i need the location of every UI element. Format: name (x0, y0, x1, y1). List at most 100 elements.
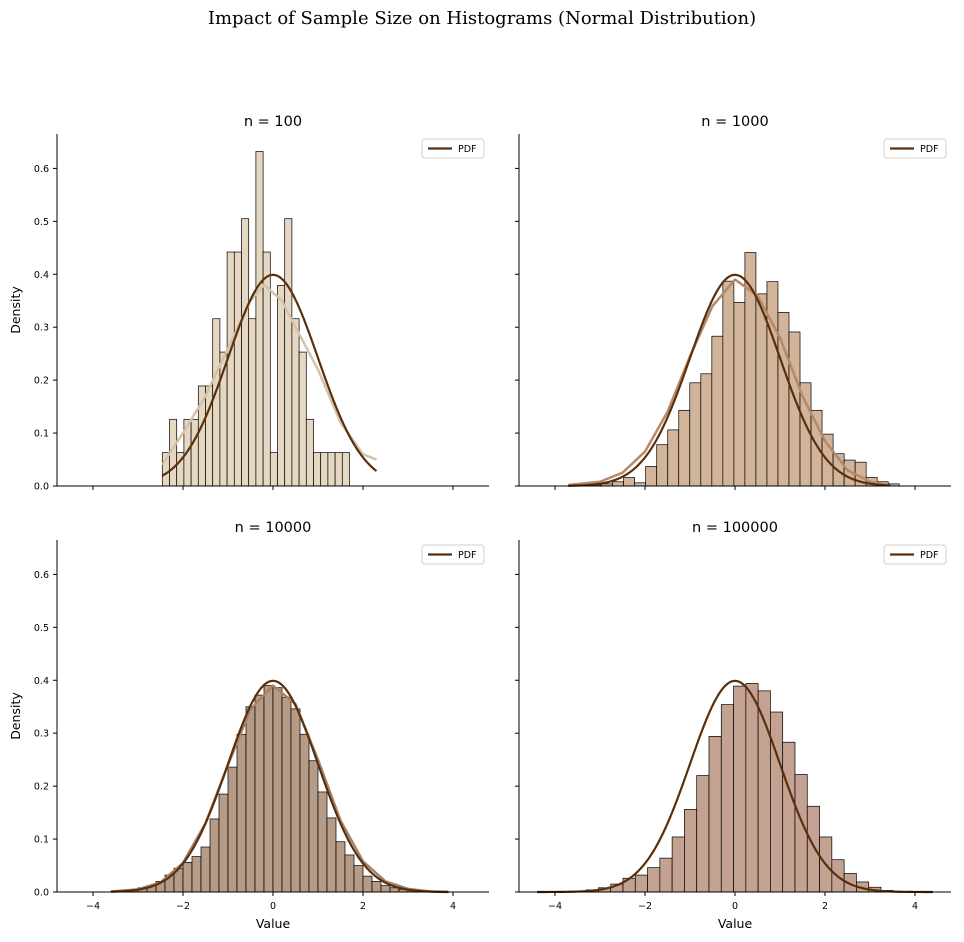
y-axis-label: Density (8, 692, 23, 740)
histogram-bar (284, 218, 293, 487)
histogram-bar (684, 809, 698, 893)
histogram-bar (380, 885, 391, 893)
subplot-title: n = 1000 (701, 114, 768, 130)
histogram-bar (233, 251, 242, 487)
x-tick-label: 4 (912, 901, 918, 912)
histogram-bar (269, 452, 278, 487)
legend: PDF (883, 544, 947, 565)
histogram-bar (745, 683, 759, 893)
histogram-bar (700, 373, 713, 487)
y-tick-label: 0.2 (34, 782, 49, 793)
histogram-bar (290, 708, 301, 893)
histogram-bar (212, 318, 221, 487)
y-axis-label: Density (8, 286, 23, 334)
histogram-bar (313, 452, 322, 487)
y-tick-label: 0.6 (34, 570, 49, 581)
histogram-bar (305, 418, 314, 487)
histogram-bar (634, 874, 648, 893)
histogram-bar (209, 818, 220, 893)
histogram-bar (272, 687, 283, 893)
histogram-bar (708, 736, 722, 893)
kde-curve (568, 278, 889, 487)
y-tick-label: 0.6 (34, 164, 49, 175)
histogram-bar (291, 318, 300, 487)
y-tick-label: 0.3 (34, 323, 49, 334)
histogram-bar (200, 846, 211, 893)
histogram-bar (344, 854, 355, 893)
histogram-bar (678, 409, 691, 487)
histogram-bar (766, 281, 779, 487)
histogram-bar (227, 766, 238, 893)
histogram-bar (299, 733, 310, 893)
subplot-title: n = 100 (244, 114, 302, 130)
y-tick-label: 0.4 (34, 270, 49, 281)
legend-box (421, 138, 485, 159)
y-tick-label: 0.0 (34, 888, 49, 899)
histogram-bar (226, 251, 235, 487)
histogram-bar (623, 477, 635, 487)
kde-curve (110, 684, 449, 894)
legend-label: PDF (458, 144, 477, 155)
histogram-bar (308, 760, 319, 893)
histogram-bar (755, 293, 768, 487)
subplot-title: n = 10000 (235, 520, 312, 536)
y-tick-label: 0.4 (34, 676, 49, 687)
histogram-bar (782, 741, 796, 893)
figure-suptitle: Impact of Sample Size on Histograms (Nor… (208, 8, 756, 29)
histogram-bar (733, 685, 747, 893)
histogram-bar (245, 706, 256, 893)
pdf-curve (536, 679, 934, 894)
histogram-bar (362, 875, 373, 893)
legend: PDF (883, 138, 947, 159)
pdf-curve (110, 679, 449, 893)
histogram-bar (236, 733, 247, 893)
legend-box (883, 544, 947, 565)
histogram-bar (255, 151, 264, 487)
legend-label: PDF (920, 144, 939, 155)
y-tick-label: 0.2 (34, 376, 49, 387)
histogram-bar (277, 285, 286, 487)
histogram-bar (334, 452, 343, 487)
histogram-bar (671, 836, 685, 893)
histogram-bar (794, 774, 808, 893)
histogram-bar (254, 694, 265, 893)
histogram-bar (659, 857, 673, 893)
x-axis-label: Value (718, 916, 753, 931)
x-tick-label: −2 (638, 901, 652, 912)
histogram-bar (647, 867, 661, 893)
legend-label: PDF (458, 550, 477, 561)
subplot-4: n = 100000 −4 −2 0 2 4 Value PDF (515, 520, 951, 931)
histogram-bar (191, 856, 202, 893)
histogram-bar (371, 881, 382, 893)
histogram-bar (241, 218, 250, 487)
histogram-bar (720, 704, 734, 893)
histogram-bar (263, 685, 274, 893)
histogram-bar (667, 429, 680, 487)
histogram-bar (711, 335, 724, 487)
legend-label: PDF (920, 550, 939, 561)
y-tick-label: 0.1 (34, 835, 49, 846)
x-tick-label: 0 (270, 901, 276, 912)
x-tick-label: 0 (732, 901, 738, 912)
legend: PDF (421, 544, 485, 565)
histogram-bar (326, 817, 337, 893)
histogram-bar (733, 301, 746, 487)
subplot-1: n = 100 0.0 0.1 0.2 0.3 0.4 0.5 0.6 Density PDF (8, 114, 489, 493)
x-tick-label: 2 (822, 901, 828, 912)
histogram-bar (190, 418, 199, 487)
subplot-3: n = 10000 0.0 0.1 0.2 0.3 0.4 0.5 0.6 −4 −2 0 2 4 Den… (8, 520, 489, 931)
x-axis-label: Value (256, 916, 291, 931)
y-tick-label: 0.5 (34, 623, 49, 634)
histogram-bar (645, 466, 658, 487)
histogram-bar (341, 452, 350, 487)
histogram-bar (317, 791, 328, 893)
subplot-title: n = 100000 (692, 520, 778, 536)
histogram-bar (335, 841, 346, 893)
y-tick-label: 0.0 (34, 482, 49, 493)
histogram-bar (696, 775, 710, 893)
histogram-bar (298, 351, 307, 487)
histogram-bar (327, 452, 336, 487)
subplot-2: n = 1000 PDF (515, 114, 951, 490)
x-tick-label: 4 (450, 901, 456, 912)
